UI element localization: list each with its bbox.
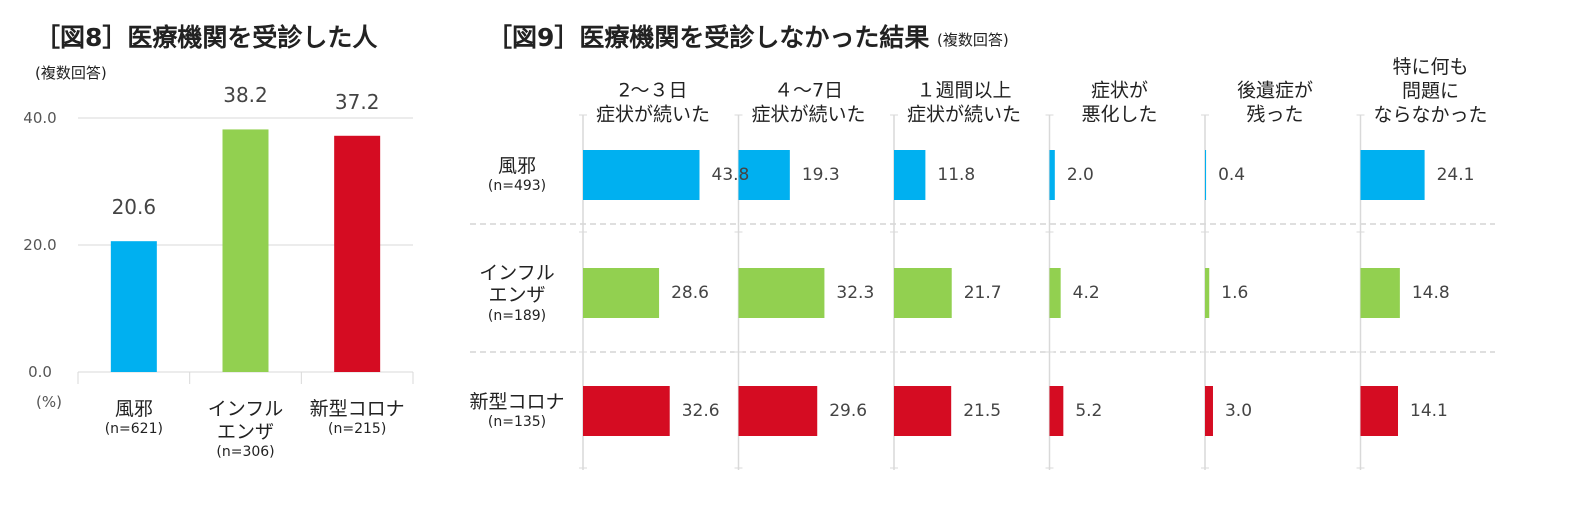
chart-subtitle: (複数回答) (937, 31, 1009, 49)
sample-size: (n=306) (216, 444, 275, 460)
data-label: 20.6 (111, 195, 157, 220)
bar (1205, 150, 1207, 200)
chart-title: ［図8］医療機関を受診した人 (35, 23, 378, 52)
panel-header: 症状が 悪化した (1081, 79, 1158, 126)
panel-header: １週間以上 症状が続いた (906, 79, 1022, 126)
data-label: 11.8 (937, 164, 976, 185)
data-label: 19.3 (801, 164, 840, 185)
bar (1205, 386, 1213, 436)
data-label: 0.4 (1218, 164, 1246, 185)
sample-size: (n=493) (487, 178, 547, 194)
data-label: 5.2 (1075, 400, 1103, 421)
sample-size: (n=621) (104, 421, 163, 437)
data-label: 3.0 (1224, 400, 1253, 421)
bar (894, 268, 952, 318)
data-label: 21.7 (963, 282, 1002, 303)
x-tick-label: 新型コロナ (309, 398, 405, 420)
bar (222, 129, 269, 372)
data-label: 28.6 (671, 282, 709, 303)
bar (1360, 150, 1425, 200)
bar (334, 135, 381, 372)
bar (1049, 268, 1061, 318)
sample-size: (n=189) (487, 307, 547, 324)
y-tick-label: 20.0 (23, 236, 57, 254)
chart-subtitle: (複数回答) (35, 64, 107, 82)
data-label: 14.1 (1410, 400, 1448, 421)
bar (110, 241, 157, 372)
data-label: 43.8 (711, 164, 750, 185)
data-label: 24.1 (1436, 164, 1475, 185)
bar (1205, 268, 1210, 318)
data-label: 4.2 (1072, 282, 1100, 303)
panel-header: 特に何も 問題に ならなかった (1373, 55, 1488, 126)
bar (583, 268, 660, 318)
y-tick-label: 40.0 (23, 109, 57, 127)
data-label: 21.5 (963, 400, 1002, 421)
sample-size: (n=215) (328, 421, 387, 437)
data-label: 38.2 (223, 83, 268, 108)
bar (583, 386, 670, 436)
bar (583, 150, 700, 200)
data-label: 2.0 (1066, 164, 1094, 185)
chart-title: ［図9］医療機関を受診しなかった結果 (487, 23, 930, 52)
row-label: 新型コロナ (469, 391, 565, 413)
bar (894, 386, 952, 436)
data-label: 29.6 (829, 400, 868, 421)
y-unit: (%) (36, 393, 62, 411)
y-tick-label: 0.0 (28, 363, 52, 381)
bar (738, 386, 818, 436)
panel-header: 2～３日 症状が続いた (595, 79, 711, 126)
row-label: 風邪 (497, 155, 537, 177)
sample-size: (n=135) (487, 414, 547, 430)
bar (894, 150, 926, 200)
data-label: 32.6 (681, 400, 720, 421)
bar (1049, 150, 1055, 200)
x-tick-label: 風邪 (114, 398, 153, 420)
panel-header: ４～7日 症状が続いた (751, 79, 866, 126)
bar (1360, 386, 1399, 436)
bar (738, 150, 790, 200)
bar (1049, 386, 1064, 436)
x-tick-label: インフル エンザ (207, 398, 284, 443)
data-label: 1.6 (1221, 282, 1249, 303)
data-label: 37.2 (334, 89, 380, 114)
bar (1360, 268, 1400, 318)
row-label: インフル エンザ (479, 261, 555, 307)
panel-header: 後遺症が 残った (1236, 79, 1314, 126)
bar (738, 268, 825, 318)
data-label: 32.3 (836, 282, 875, 303)
data-label: 14.8 (1411, 282, 1450, 303)
